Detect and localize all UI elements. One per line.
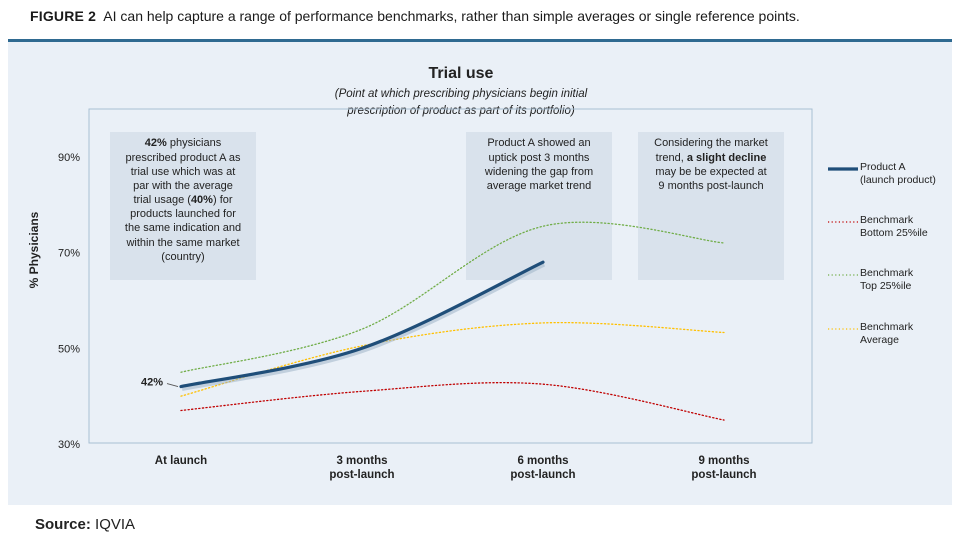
note2-line-1: Product A showed an — [487, 137, 590, 149]
note3-line-4: 9 months post-launch — [658, 180, 763, 192]
note3-line-1: Considering the market — [654, 137, 768, 149]
note3-line-2: trend, a slight decline — [656, 152, 767, 164]
note-box-at-launch — [110, 132, 256, 280]
note1-line-3: trial use which was at — [131, 166, 236, 178]
x-category-label: At launch — [155, 455, 207, 467]
legend-label: Top 25%ile — [860, 280, 912, 292]
series-line-top25 — [180, 221, 725, 373]
note2-line-3: widening the gap from — [484, 166, 593, 178]
note1-line-2: prescribed product A as — [126, 152, 241, 164]
x-category-label: 3 months — [336, 455, 387, 467]
chart-title: Trial use — [429, 65, 494, 82]
y-tick-label: 70% — [58, 248, 80, 260]
y-tick-label: 30% — [58, 439, 80, 451]
x-category-label: post-launch — [691, 469, 756, 481]
note1-line-1: 42% physicians — [145, 137, 222, 149]
series-shadow-product-a — [181, 261, 546, 392]
y-tick-label: 90% — [58, 152, 80, 164]
x-category-label: post-launch — [329, 469, 394, 481]
legend-label: Bottom 25%ile — [860, 227, 928, 239]
plot-frame — [88, 108, 813, 444]
note1-line-8: within the same market — [125, 237, 239, 249]
legend-label: Benchmark — [860, 214, 914, 226]
series-line-average — [180, 321, 725, 397]
series-line-product-a — [179, 260, 545, 389]
legend-label: Average — [860, 334, 899, 346]
legend-label: Benchmark — [860, 267, 914, 279]
source-value: IQVIA — [95, 516, 136, 533]
figure-number: FIGURE 2 — [30, 8, 97, 24]
series-line-bottom25 — [180, 382, 725, 421]
chart-subtitle-line-2: prescription of product as part of its p… — [346, 105, 575, 117]
note-box-9-months — [638, 132, 784, 280]
figure-caption-text: AI can help capture a range of performan… — [103, 8, 800, 24]
source-label: Source: — [35, 516, 91, 533]
source-note: Source: IQVIA — [35, 516, 135, 533]
legend-label: Benchmark — [860, 321, 914, 333]
note1-line-5: trial usage (40%) for — [133, 194, 232, 206]
chart-subtitle-line-1: (Point at which prescribing physicians b… — [335, 88, 588, 100]
note3-line-3: may be be expected at — [655, 166, 766, 178]
data-label-leader — [166, 383, 179, 387]
data-label-product-a-launch: 42% — [141, 377, 163, 389]
note1-line-9: (country) — [161, 251, 204, 263]
x-category-label: 6 months — [517, 455, 568, 467]
note1-line-4: par with the average — [133, 180, 233, 192]
x-category-label: post-launch — [510, 469, 575, 481]
note-box-post-3-months — [466, 132, 612, 280]
note1-line-6: products launched for — [130, 208, 236, 220]
note1-line-7: the same indication and — [125, 222, 241, 234]
y-tick-label: 50% — [58, 343, 80, 355]
note2-line-2: uptick post 3 months — [489, 152, 590, 164]
figure-caption: FIGURE 2 AI can help capture a range of … — [30, 8, 800, 24]
y-axis-label: % Physicians — [27, 211, 41, 288]
note2-line-4: average market trend — [487, 180, 592, 192]
legend-label: (launch product) — [860, 174, 936, 186]
legend-label: Product A — [860, 161, 906, 173]
x-category-label: 9 months — [698, 455, 749, 467]
top-rule — [8, 39, 952, 42]
